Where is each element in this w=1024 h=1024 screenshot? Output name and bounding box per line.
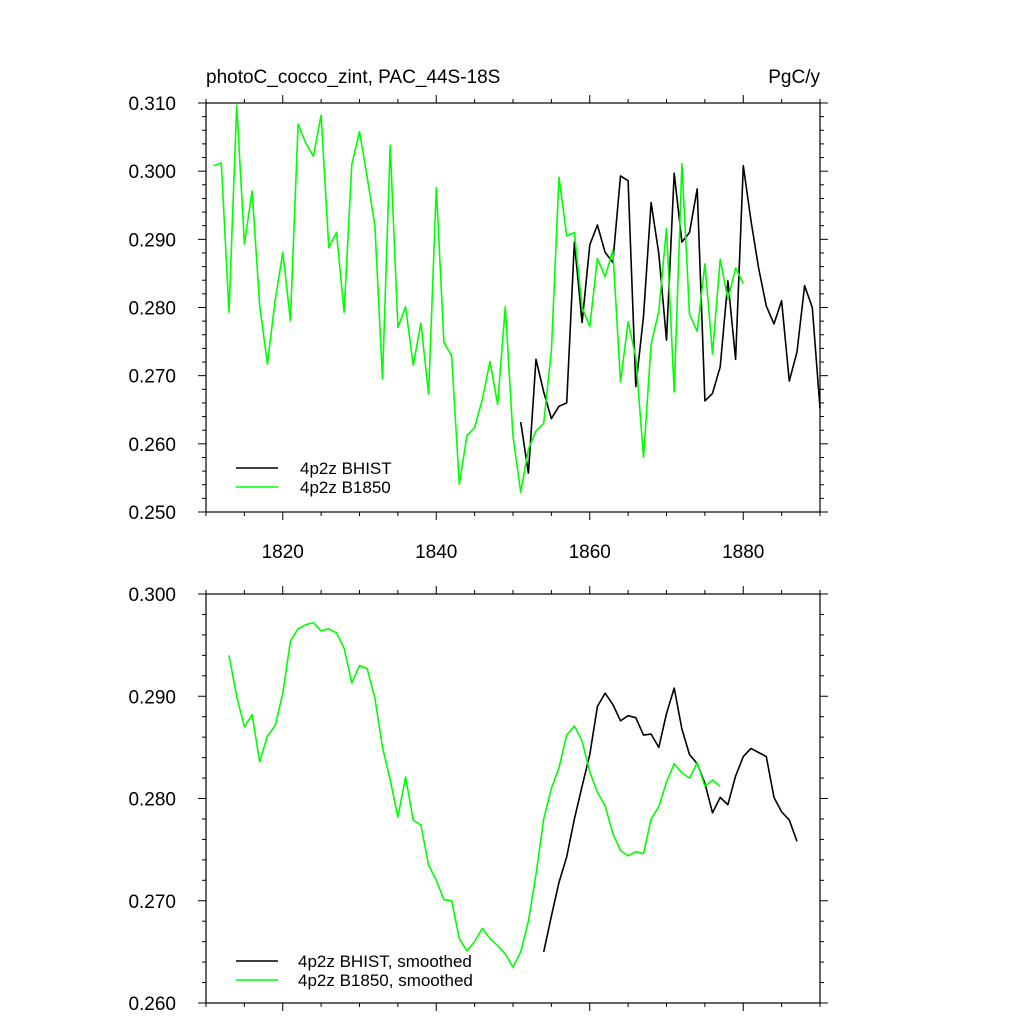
y-tick-label: 0.260 [128,994,176,1015]
y-tick-label: 0.270 [128,367,176,388]
series-line-b1850 [213,104,745,494]
y-tick-label: 0.290 [128,230,176,251]
top-panel: 0.250 0.260 0.270 0.280 0.290 0.300 0.310 1820 1… [128,67,828,563]
y-tick-label: 0.280 [128,790,176,811]
plot-frame [205,593,821,1004]
x-tick-label: 1840 [415,542,457,563]
legend-label: 4p2z B1850, smoothed [298,971,473,990]
series-line-bhist [519,164,821,474]
legend-label: 4p2z BHIST, smoothed [298,952,472,971]
plot-frame [205,102,821,513]
y-tick-label: 0.270 [128,892,176,913]
y-tick-label: 0.290 [128,687,176,708]
legend-label: 4p2z BHIST [300,459,392,478]
series-line-b1850 [228,621,721,969]
y-tick-label: 0.280 [128,299,176,320]
units-label: PgC/y [768,67,820,88]
y-tick-label: 0.300 [128,585,176,606]
y-tick-label: 0.300 [128,162,176,183]
x-tick-label: 1880 [722,542,764,563]
chart-title: photoC_cocco_zint, PAC_44S-18S [206,67,500,88]
x-tick-label: 1820 [262,542,304,563]
legend-label: 4p2z B1850 [300,478,391,497]
y-tick-label: 0.250 [128,503,176,524]
series-line-bhist [542,687,798,953]
bottom-panel: 0.260 0.270 0.280 0.290 0.300 4p2z BHIST, smo… [128,585,828,1015]
x-tick-label: 1860 [569,542,611,563]
y-tick-label: 0.260 [128,435,176,456]
y-tick-label: 0.310 [128,94,176,115]
